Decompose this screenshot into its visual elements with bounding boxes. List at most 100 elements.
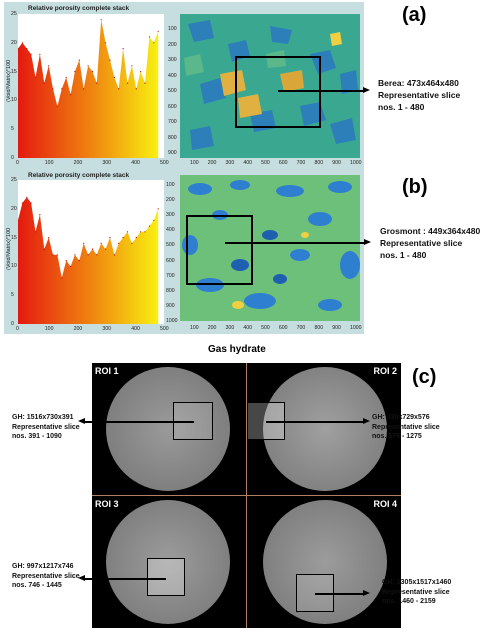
berea-dimensions: Berea: 473x464x480 — [378, 78, 459, 88]
roi-1-arrow-head — [78, 418, 85, 424]
berea-slice-range: nos. 1 - 480 — [378, 102, 425, 112]
tick-label: 500 — [160, 326, 169, 332]
roi-3-box — [147, 558, 185, 596]
roi-3-label: ROI 3 — [95, 499, 119, 509]
porosity-point — [78, 260, 80, 262]
porosity-point — [157, 208, 159, 210]
panel-a-porosity-plot — [18, 14, 164, 158]
porosity-point — [87, 65, 89, 67]
roi-4-slice-range: nos. 1460 - 2159 — [382, 598, 436, 605]
roi-1-scan — [106, 367, 230, 491]
porosity-point — [131, 65, 133, 67]
porosity-point — [126, 231, 129, 233]
roi-3-annotation: GH: 997x1217x746 Representative slice no… — [12, 562, 80, 591]
roi-1-quadrant: ROI 1 — [92, 363, 246, 495]
roi-3-slice-label: Representative slice — [12, 572, 80, 580]
tick-label: 300 — [225, 160, 235, 166]
porosity-point — [157, 30, 159, 32]
porosity-point — [52, 88, 54, 90]
porosity-point — [39, 53, 41, 55]
roi-2-dimensions: GH: 335x729x576 — [372, 414, 430, 421]
tick-label: 300 — [102, 160, 112, 166]
roi-1-annotation: GH: 1516x730x391 Representative slice no… — [12, 413, 80, 442]
porosity-point — [34, 231, 37, 233]
porosity-area — [18, 19, 159, 158]
porosity-point — [48, 237, 50, 239]
roi-3-quadrant: ROI 3 — [92, 496, 246, 628]
porosity-point — [87, 254, 89, 256]
porosity-point — [21, 42, 23, 44]
tick-label: 500 — [160, 160, 169, 166]
tick-label: 700 — [296, 325, 306, 331]
porosity-point — [105, 42, 107, 44]
panel-b-grosmont-image — [180, 175, 360, 321]
porosity-point — [122, 237, 124, 239]
roi-4-quadrant: ROI 4 — [247, 496, 401, 628]
porosity-point — [26, 48, 28, 50]
porosity-point — [144, 231, 146, 233]
porosity-point — [96, 82, 98, 84]
tick-label: 300 — [225, 325, 235, 331]
roi-4-annotation: GH: 1305x1517x1460 Representative slice … — [382, 578, 451, 607]
porosity-point — [18, 48, 19, 50]
porosity-point — [153, 42, 155, 44]
tick-label: 100 — [44, 160, 54, 166]
roi-1-dimensions: GH: 1516x730x391 — [12, 414, 74, 421]
tick-label: 0 — [16, 326, 19, 332]
panel-b-arrow-line — [225, 242, 365, 244]
tick-label: 0 — [11, 155, 14, 161]
tick-label: 500 — [261, 160, 270, 166]
tick-label: 600 — [166, 257, 175, 264]
grosmont-slice-range: nos. 1 - 480 — [380, 250, 427, 260]
porosity-point — [18, 219, 19, 221]
tick-label: 20 — [11, 205, 17, 212]
panel-a-letter: (a) — [402, 4, 427, 26]
porosity-point — [34, 76, 37, 78]
porosity-point — [118, 88, 120, 90]
tick-label: 200 — [73, 160, 83, 166]
porosity-point — [26, 196, 28, 198]
panel-c-letter: (c) — [412, 366, 437, 388]
tick-label: 15 — [11, 234, 17, 241]
panel-c-title: Gas hydrate — [208, 344, 266, 355]
porosity-point — [91, 71, 94, 73]
porosity-point — [96, 254, 98, 256]
porosity-point — [78, 59, 80, 61]
porosity-point — [144, 82, 146, 84]
panel-a-annotation: Berea: 473x464x480 Representative slice … — [378, 77, 460, 113]
roi-2-arrow-line — [266, 421, 364, 423]
tick-label: 300 — [166, 212, 175, 219]
panel-a-porosity-chart — [18, 19, 159, 158]
roi-3-dimensions: GH: 997x1217x746 — [12, 563, 74, 570]
roi-3-arrow-head — [78, 575, 85, 581]
porosity-point — [65, 260, 67, 262]
tick-label: 20 — [11, 39, 17, 46]
panel-b-porosity-plot — [18, 180, 164, 324]
roi-2-scan — [263, 367, 387, 491]
roi-1-slice-range: nos. 391 - 1090 — [12, 433, 62, 440]
porosity-point — [52, 254, 54, 256]
roi-1-label: ROI 1 — [95, 366, 119, 376]
berea-texture — [180, 14, 360, 158]
porosity-point — [140, 71, 142, 73]
tick-label: 900 — [166, 302, 175, 309]
porosity-point — [135, 237, 137, 239]
porosity-point — [113, 76, 115, 78]
tick-label: 400 — [243, 325, 252, 331]
roi-4-arrow-line — [315, 593, 364, 595]
tick-label: 300 — [102, 326, 112, 332]
tick-label: 10 — [11, 97, 17, 104]
tick-label: 800 — [168, 134, 177, 141]
tick-label: 400 — [243, 160, 252, 166]
tick-label: 500 — [261, 325, 270, 331]
tick-label: 0 — [11, 321, 14, 327]
tick-label: 900 — [332, 160, 341, 166]
tick-label: 800 — [166, 287, 175, 294]
tick-label: 1000 — [350, 325, 362, 331]
roi-3-slice-range: nos. 746 - 1445 — [12, 582, 62, 589]
roi-1-slice-label: Representative slice — [12, 423, 80, 431]
tick-label: 200 — [207, 160, 217, 166]
tick-label: 200 — [166, 197, 175, 204]
porosity-point — [118, 242, 120, 244]
tick-label: 800 — [314, 160, 324, 166]
